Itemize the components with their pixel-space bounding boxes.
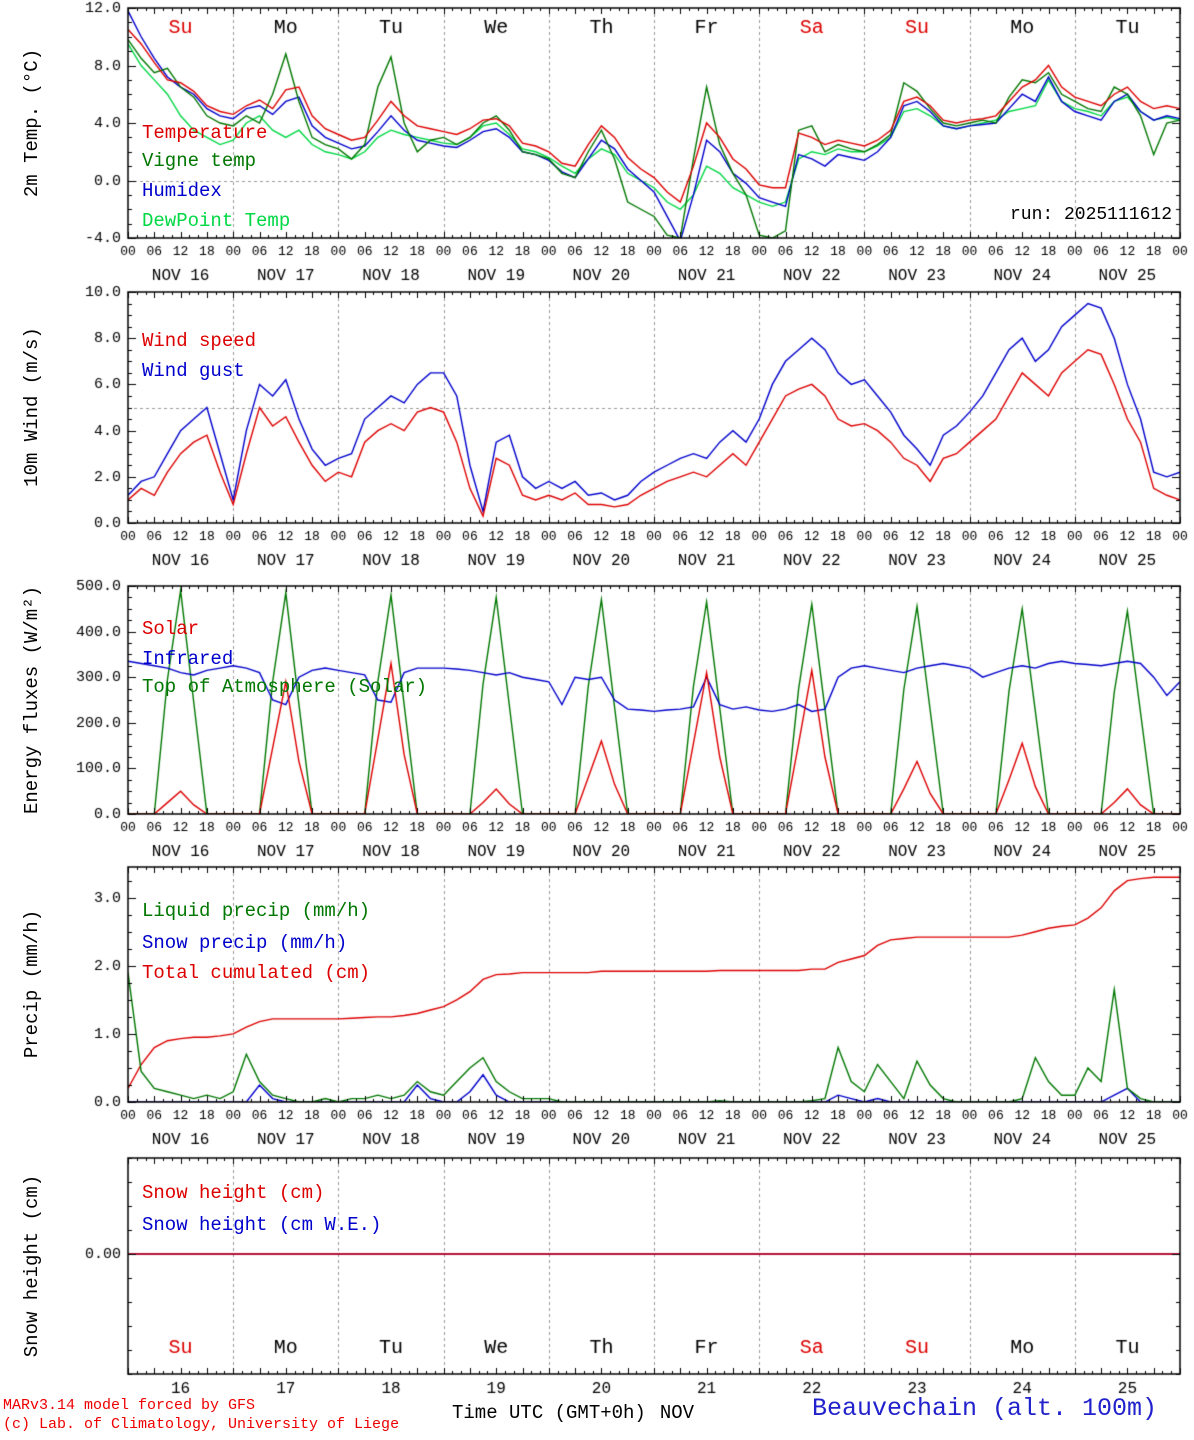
- meteogram-canvas: [0, 0, 1194, 1440]
